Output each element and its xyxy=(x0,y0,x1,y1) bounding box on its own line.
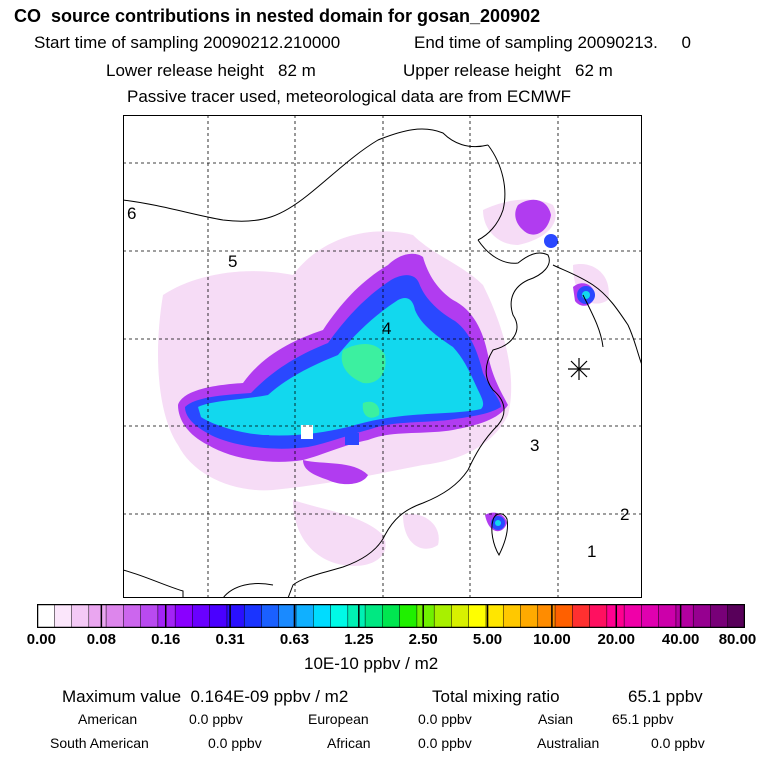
colorbar-tick-label: 10.00 xyxy=(533,631,571,648)
asian-label: Asian xyxy=(538,711,574,727)
colorbar-cell xyxy=(416,604,435,628)
colorbar-unit: 10E-10 ppbv / m2 xyxy=(304,654,439,673)
colorbar-cell xyxy=(399,604,418,628)
south-american-value: 0.0 ppbv xyxy=(208,735,262,751)
region-label-6: 6 xyxy=(127,204,136,223)
colorbar-cell xyxy=(710,604,729,628)
colorbar-cell xyxy=(485,604,504,628)
colorbar-cell xyxy=(105,604,124,628)
australian-label: Australian xyxy=(537,735,600,751)
colorbar-tick-label: 5.00 xyxy=(472,631,503,648)
colorbar-cell xyxy=(502,604,522,628)
colorbar-cell xyxy=(209,604,228,628)
coastlines xyxy=(123,128,642,598)
colorbar-tick-label: 40.00 xyxy=(661,631,700,648)
colorbar-cell xyxy=(364,604,384,628)
colorbar-cell xyxy=(537,604,556,628)
colorbar-cell xyxy=(433,604,453,628)
colorbar-tick-label: 80.00 xyxy=(718,631,757,648)
colorbar-cell xyxy=(554,604,573,628)
colorbar-cell xyxy=(243,604,263,628)
lower-release-height: Lower release height 82 m xyxy=(106,61,316,80)
colorbar-cell xyxy=(174,604,194,628)
american-value: 0.0 ppbv xyxy=(189,711,243,727)
total-mixing-value: 65.1 ppbv xyxy=(628,687,703,706)
african-value: 0.0 ppbv xyxy=(418,735,472,751)
colorbar-cell xyxy=(330,604,349,628)
colorbar-cell xyxy=(140,604,159,628)
colorbar-tick-label: 0.16 xyxy=(151,631,181,648)
start-time-label: Start time of sampling 20090212.210000 xyxy=(34,33,341,52)
south-american-label: South American xyxy=(50,735,149,751)
colorbar-tick-label: 0.63 xyxy=(279,631,310,648)
african-label: African xyxy=(327,735,371,751)
region-label-4: 4 xyxy=(382,319,391,338)
european-label: European xyxy=(308,711,369,727)
colorbar-cell xyxy=(641,604,660,628)
colorbar-tick-label: 20.00 xyxy=(597,631,636,648)
colorbar-cell xyxy=(313,604,332,628)
region-label-1: 1 xyxy=(587,542,596,561)
colorbar-cell xyxy=(71,604,90,628)
plume-cyan xyxy=(198,298,484,436)
max-value-label: Maximum value 0.164E-09 ppbv / m2 xyxy=(62,687,349,706)
australian-value: 0.0 ppbv xyxy=(651,735,705,751)
colorbar-cell xyxy=(347,604,366,628)
colorbar-tick-label: 0.31 xyxy=(215,631,245,648)
lat-lon-grid xyxy=(123,115,642,598)
colorbar-cell xyxy=(451,604,470,628)
end-time-label: End time of sampling 20090213. 0 xyxy=(414,33,691,52)
tracer-note: Passive tracer used, meteorological data… xyxy=(127,87,572,106)
colorbar-cell xyxy=(623,604,643,628)
european-value: 0.0 ppbv xyxy=(418,711,472,727)
colorbar xyxy=(37,604,745,628)
colorbar-cell xyxy=(572,604,591,628)
region-label-5: 5 xyxy=(228,252,237,271)
colorbar-cell xyxy=(520,604,539,628)
receptor-marker-icon xyxy=(568,358,590,380)
colorbar-cell xyxy=(54,604,73,628)
map-title: CO source contributions in nested domain… xyxy=(14,6,541,26)
asian-value: 65.1 ppbv xyxy=(612,711,674,727)
colorbar-cell xyxy=(157,604,176,628)
colorbar-cell xyxy=(123,604,142,628)
colorbar-cell xyxy=(88,604,107,628)
colorbar-tick-label: 0.00 xyxy=(26,631,56,648)
colorbar-cell xyxy=(658,604,677,628)
colorbar-cell xyxy=(192,604,211,628)
colorbar-cell xyxy=(382,604,401,628)
colorbar-cell xyxy=(468,604,487,628)
region-label-2: 2 xyxy=(620,505,629,524)
colorbar-tick-label: 0.08 xyxy=(86,631,116,648)
american-label: American xyxy=(78,711,138,727)
colorbar-tick-label: 1.25 xyxy=(344,631,374,648)
source-contribution-map: 1 2 3 4 5 6 xyxy=(123,115,642,598)
colorbar-cell xyxy=(727,604,745,628)
region-label-3: 3 xyxy=(530,436,539,455)
colorbar-tick-label: 2.50 xyxy=(408,631,438,648)
colorbar-cell xyxy=(692,604,712,628)
colorbar-cell xyxy=(261,604,280,628)
colorbar-cell xyxy=(675,604,694,628)
plume-core xyxy=(341,343,386,418)
total-mixing-label: Total mixing ratio xyxy=(432,687,560,706)
colorbar-cell xyxy=(295,604,314,628)
upper-release-height: Upper release height 62 m xyxy=(403,61,613,80)
colorbar-cell xyxy=(589,604,608,628)
colorbar-cell xyxy=(37,604,55,628)
